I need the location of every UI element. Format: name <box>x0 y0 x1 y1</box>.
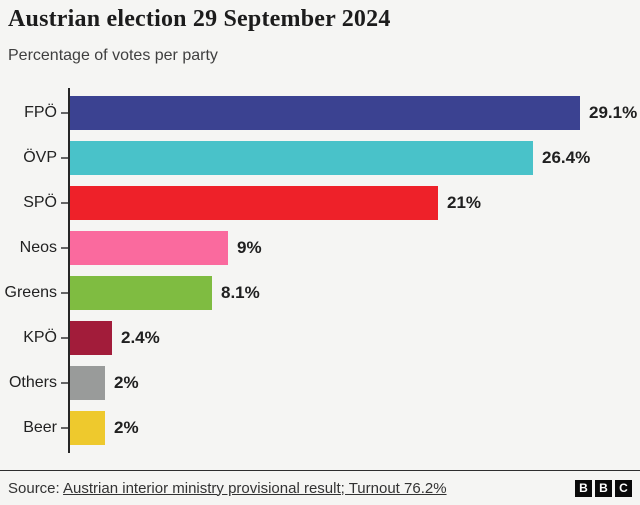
source-prefix: Source: <box>8 479 64 497</box>
bbc-logo-block: B <box>595 479 612 497</box>
bar-övp <box>70 141 533 175</box>
party-label: Beer <box>23 419 57 436</box>
axis-tick <box>61 112 68 114</box>
axis-tick <box>61 157 68 159</box>
axis-tick <box>61 427 68 429</box>
y-axis-line <box>68 88 70 453</box>
party-label: Neos <box>19 239 57 256</box>
party-label: ÖVP <box>23 149 57 166</box>
value-label: 26.4% <box>542 148 591 167</box>
value-label: 8.1% <box>221 283 260 302</box>
bbc-logo-block: C <box>615 479 632 497</box>
bar-spö <box>70 186 438 220</box>
bar-row: Beer 2% <box>0 411 640 445</box>
party-label: FPÖ <box>24 104 57 121</box>
bar-kpö <box>70 321 112 355</box>
footer: Source: Austrian interior ministry provi… <box>0 470 640 505</box>
chart-subtitle: Percentage of votes per party <box>8 47 218 64</box>
bar-row: Greens 8.1% <box>0 276 640 310</box>
chart-title: Austrian election 29 September 2024 <box>8 6 391 32</box>
value-label: 9% <box>237 238 262 257</box>
axis-tick <box>61 202 68 204</box>
value-label: 2% <box>114 418 139 437</box>
party-label: Others <box>8 374 57 391</box>
value-label: 2% <box>114 373 139 392</box>
bar-greens <box>70 276 212 310</box>
bar-row: ÖVP 26.4% <box>0 141 640 175</box>
value-label: 29.1% <box>589 103 638 122</box>
party-label: KPÖ <box>23 329 57 346</box>
party-label: Greens <box>4 284 57 301</box>
axis-tick <box>61 247 68 249</box>
axis-tick <box>61 382 68 384</box>
bar-row: Others 2% <box>0 366 640 400</box>
bar-neos <box>70 231 228 265</box>
axis-tick <box>61 292 68 294</box>
bbc-logo-block: B <box>575 479 592 497</box>
bar-row: FPÖ 29.1% <box>0 96 640 130</box>
bar-fpö <box>70 96 580 130</box>
value-label: 21% <box>447 193 482 212</box>
source-link[interactable]: Austrian interior ministry provisional r… <box>63 479 447 497</box>
bar-row: KPÖ 2.4% <box>0 321 640 355</box>
bar-chart: FPÖ 29.1% ÖVP 26.4% SPÖ 21% Neos 9% Greens 8.1% KP… <box>0 88 640 456</box>
bar-row: SPÖ 21% <box>0 186 640 220</box>
bar-others <box>70 366 105 400</box>
party-label: SPÖ <box>23 194 57 211</box>
axis-tick <box>61 337 68 339</box>
value-label: 2.4% <box>121 328 160 347</box>
source-caption: Source: Austrian interior ministry provi… <box>8 480 447 497</box>
bar-beer <box>70 411 105 445</box>
bar-row: Neos 9% <box>0 231 640 265</box>
